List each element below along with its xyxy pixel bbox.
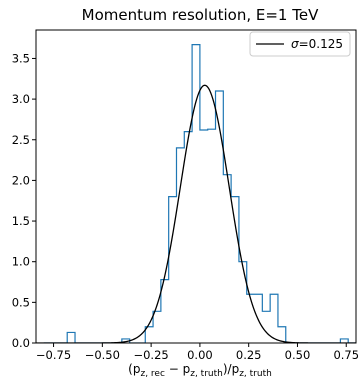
legend: σ=0.125 — [249, 31, 351, 57]
x-tick-label: 0.50 — [285, 348, 311, 362]
y-tick-label: 2.5 — [12, 133, 30, 147]
axes-frame — [35, 29, 357, 344]
y-tick-label: 3.0 — [12, 92, 30, 106]
y-tick-label: 2.0 — [12, 173, 30, 187]
y-tick-label: 1.0 — [12, 255, 30, 269]
x-axis-label: (pz, rec − pz, truth)/pz, truth — [128, 362, 272, 379]
x-tick-label: 0.00 — [187, 348, 213, 362]
y-tick-label: 1.5 — [12, 214, 30, 228]
y-axis: 0.0 0.5 1.0 1.5 2.0 2.5 3.0 3.5 — [12, 51, 36, 350]
y-tick-label: 3.5 — [12, 51, 30, 65]
x-tick-label: 0.75 — [333, 348, 359, 362]
chart-title: Momentum resolution, E=1 TeV — [82, 6, 319, 24]
legend-label: σ=0.125 — [291, 37, 343, 51]
gaussian-fit-line — [36, 84, 356, 343]
x-tick-label: −0.50 — [85, 348, 120, 362]
y-tick-label: 0.5 — [12, 295, 30, 309]
x-tick-label: −0.25 — [133, 348, 168, 362]
x-tick-label: 0.25 — [236, 348, 262, 362]
x-tick-label: −0.75 — [36, 348, 71, 362]
legend-box — [249, 31, 351, 57]
x-axis: −0.75 −0.50 −0.25 0.00 0.25 0.50 0.75 — [36, 343, 359, 362]
y-tick-label: 0.0 — [12, 336, 30, 350]
histogram-steps — [43, 44, 356, 343]
plot-area — [36, 44, 356, 343]
